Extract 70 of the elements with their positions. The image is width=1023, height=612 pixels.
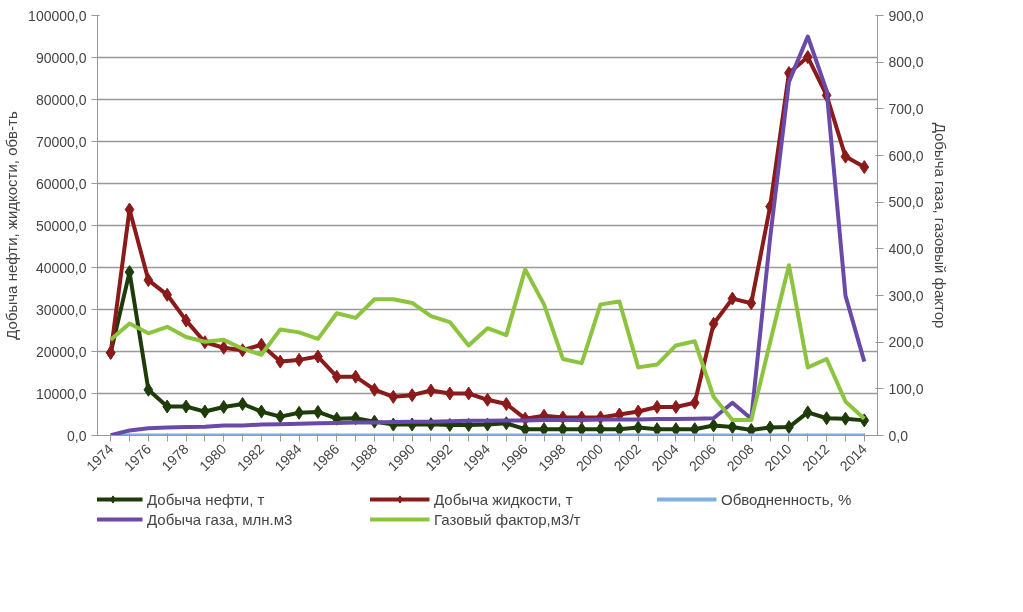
- point: [218, 399, 229, 414]
- point: [256, 337, 267, 352]
- legend-label: Газовый фактор,м3/т: [434, 510, 582, 528]
- y-tick-label: 10000,0: [35, 385, 87, 402]
- y-tick-label: 100000,0: [28, 7, 87, 24]
- y-tick-label: 90000,0: [35, 49, 87, 66]
- point: [275, 409, 286, 424]
- y-tick-label: 80000,0: [35, 91, 87, 108]
- point: [143, 273, 154, 288]
- legend-label: Добыча газа, млн.м3: [147, 510, 294, 528]
- y2-tick-label: 700,0: [888, 100, 924, 117]
- point: [802, 50, 813, 65]
- point: [802, 405, 813, 420]
- y-tick-label: 40000,0: [35, 259, 87, 276]
- y2-tick-label: 300,0: [888, 287, 924, 304]
- point: [840, 149, 851, 164]
- point: [689, 395, 700, 410]
- point: [727, 291, 738, 306]
- point: [237, 397, 248, 411]
- point: [671, 422, 681, 436]
- point: [708, 316, 719, 331]
- point: [275, 354, 286, 369]
- legend-label: Добыча нефти, т: [147, 490, 266, 508]
- point: [821, 411, 832, 426]
- point: [595, 422, 606, 436]
- y-tick-label: 20000,0: [35, 343, 87, 360]
- y2-tick-label: 500,0: [888, 194, 924, 211]
- y2-tick-label: 0,0: [888, 427, 909, 444]
- point: [539, 422, 549, 436]
- y-tick-label: 70000,0: [35, 133, 87, 150]
- y-axis-title: Добыча нефти, жидкости, обв-ть: [3, 111, 21, 340]
- point: [689, 422, 700, 436]
- y-tick-label: 50000,0: [35, 217, 87, 234]
- point: [331, 369, 342, 384]
- point: [350, 369, 361, 384]
- point: [614, 422, 625, 436]
- y2-axis-title: Добыча газа, газовый фактор: [931, 122, 949, 329]
- point: [727, 420, 738, 435]
- point: [463, 386, 474, 401]
- y-tick-label: 0,0: [67, 427, 87, 444]
- point: [859, 160, 870, 175]
- point: [576, 422, 587, 436]
- y2-tick-label: 600,0: [888, 147, 924, 164]
- y2-tick-label: 800,0: [888, 54, 924, 71]
- y2-tick-label: 400,0: [888, 240, 924, 257]
- point: [633, 404, 644, 419]
- point: [218, 340, 229, 355]
- point: [388, 389, 399, 404]
- y-tick-label: 30000,0: [35, 301, 87, 318]
- point: [143, 382, 154, 397]
- y2-tick-label: 200,0: [888, 334, 924, 351]
- point: [558, 422, 568, 436]
- legend-label: Обводненность, %: [721, 490, 853, 508]
- point: [840, 411, 851, 426]
- point: [652, 422, 662, 436]
- point: [256, 404, 267, 419]
- y2-tick-label: 900,0: [888, 7, 924, 24]
- point: [162, 399, 173, 414]
- point: [162, 287, 173, 302]
- point: [520, 422, 531, 436]
- point: [708, 418, 719, 433]
- point: [444, 386, 455, 401]
- point: [501, 397, 512, 411]
- y-tick-label: 60000,0: [35, 175, 87, 192]
- point: [746, 296, 757, 311]
- point: [633, 420, 644, 435]
- point: [482, 392, 493, 407]
- point: [369, 382, 380, 397]
- y2-tick-label: 100,0: [888, 380, 924, 397]
- legend-label: Добыча жидкости, т: [434, 490, 574, 508]
